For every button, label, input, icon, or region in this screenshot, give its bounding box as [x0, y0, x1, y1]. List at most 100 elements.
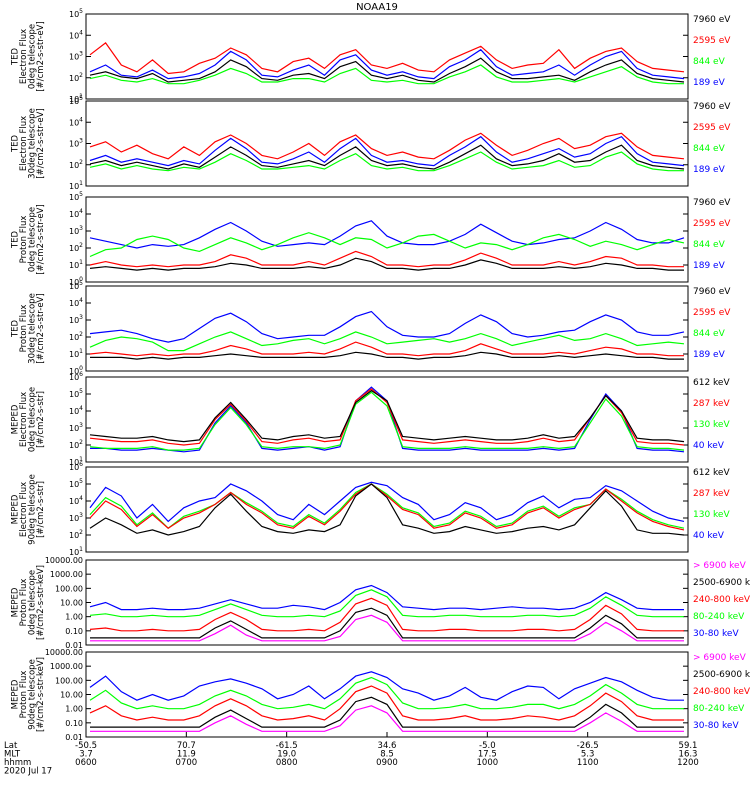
legend-entry: 7960 eV: [693, 15, 731, 25]
y-axis-label: MEPEDProton Flux0deg telescope[#/cm2-s-s…: [10, 565, 46, 640]
time-row-value: 3.7: [79, 750, 93, 760]
legend-entry: 189 eV: [693, 165, 726, 175]
series-line: [90, 705, 684, 732]
panel-3: 100 101 102 103 104 105 TEDProton Flux0deg tel…: [10, 191, 731, 287]
y-tick-label: 101: [69, 259, 83, 270]
time-row-value: 11.9: [177, 750, 196, 760]
y-tick-label: 1000.00: [50, 570, 83, 579]
date-label: 2020 Jul 17: [4, 767, 52, 777]
time-row-value: 5.3: [581, 750, 595, 760]
y-axis-label: TEDProton Flux0deg telescope[#/cm2-s-str…: [10, 204, 46, 274]
y-tick-label: 103: [69, 512, 83, 523]
legend-entry: 189 eV: [693, 261, 726, 271]
series-line: [89, 57, 685, 83]
legend-entry: 612 keV: [693, 468, 730, 478]
legend-entry: 30-80 keV: [693, 721, 739, 731]
time-row-value: -26.5: [577, 741, 599, 751]
panel-7: 0.01 0.10 1.00 10.00 100.00 1000.00 10000.00ME…: [10, 556, 750, 650]
series-line: [89, 257, 684, 271]
y-tick-label: 103: [69, 225, 83, 236]
series-line: [89, 331, 685, 352]
series-line: [89, 676, 684, 710]
legend-entry: 80-240 keV: [693, 612, 745, 622]
panel-4: 100 101 102 103 104 105 TEDProton Flux30deg te…: [10, 280, 731, 376]
series-line: [89, 310, 685, 343]
y-tick-label: 101: [69, 546, 83, 557]
series-line: [89, 388, 685, 446]
y-tick-label: 102: [69, 529, 83, 540]
y-tick-label: 100.00: [55, 676, 83, 685]
legend-entry: > 6900 keV: [693, 561, 747, 571]
y-tick-label: 104: [69, 116, 83, 127]
y-tick-label: 103: [69, 138, 83, 149]
series-line: [89, 483, 685, 536]
y-tick-label: 102: [69, 331, 83, 342]
time-row-value: 17.5: [478, 750, 497, 760]
y-tick-label: 101: [69, 93, 83, 104]
series-line: [89, 685, 684, 721]
series-line: [89, 151, 684, 172]
panels-group: 101 102 103 104 105 TEDElectron Flux0deg tele…: [10, 8, 750, 742]
panel-5: 101 102 103 104 105 106 MEPEDElectron Flux0deg…: [10, 371, 730, 467]
y-tick-label: 101: [69, 348, 83, 359]
y-tick-label: 10.00: [60, 691, 83, 700]
y-tick-label: 100: [69, 276, 83, 287]
legend-entry: 240-800 keV: [693, 687, 750, 697]
time-row-value: 0700: [176, 758, 198, 768]
y-tick-label: 104: [69, 29, 83, 40]
y-tick-label: 103: [69, 51, 83, 62]
series-line: [89, 391, 685, 451]
series-line: [89, 132, 685, 160]
legend-entry: 287 keV: [693, 489, 730, 499]
legend-entry: 130 keV: [693, 420, 730, 430]
y-tick-label: 104: [69, 495, 83, 506]
time-row-value: 0900: [376, 758, 398, 768]
legend-entry: > 6900 keV: [693, 653, 747, 663]
time-row-value: 1200: [677, 758, 699, 768]
y-axis-label: MEPEDElectron Flux0deg telescope[#/cm2-s…: [10, 387, 46, 452]
y-tick-label: 104: [69, 208, 83, 219]
series-line: [89, 389, 685, 443]
y-tick-label: 100.00: [55, 584, 83, 593]
y-axis-label: MEPEDElectron Flux90deg telescope[#/cm2-…: [10, 474, 46, 545]
series-line: [89, 48, 685, 80]
series-line: [89, 481, 685, 523]
time-row-value: -50.5: [75, 741, 97, 751]
y-tick-label: 1000.00: [50, 662, 83, 671]
legend-entry: 844 eV: [693, 240, 726, 250]
y-tick-label: 0.10: [65, 719, 83, 728]
y-tick-label: 102: [69, 159, 83, 170]
panel-frame: [85, 196, 689, 283]
y-tick-label: 0.01: [65, 733, 83, 742]
y-tick-label: 10000.00: [45, 648, 83, 657]
time-row-value: 59.1: [679, 741, 698, 751]
time-row-label: hhmm: [4, 758, 31, 768]
y-tick-label: 102: [69, 72, 83, 83]
legend-entry: 2500-6900 keV: [693, 578, 750, 588]
panel-2: 101 102 103 104 105 TEDElectron Flux30deg tel…: [10, 95, 731, 191]
legend-entry: 189 eV: [693, 350, 726, 360]
legend-entry: 2595 eV: [693, 219, 731, 229]
time-row-value: 1100: [577, 758, 599, 768]
series-line: [89, 232, 685, 258]
y-tick-label: 105: [69, 8, 83, 19]
time-row-label: MLT: [4, 750, 21, 760]
legend-entry: 612 keV: [693, 378, 730, 388]
time-row-value: 34.6: [378, 741, 397, 751]
legend-entry: 287 keV: [693, 399, 730, 409]
series-line: [89, 341, 684, 357]
y-tick-label: 104: [69, 405, 83, 416]
legend-entry: 844 eV: [693, 329, 726, 339]
legend-entry: 2595 eV: [693, 308, 731, 318]
time-row-value: 8.5: [380, 750, 394, 760]
y-tick-label: 101: [69, 180, 83, 191]
series-line: [89, 589, 684, 618]
legend-entry: 80-240 keV: [693, 704, 745, 714]
y-tick-label: 105: [69, 388, 83, 399]
legend-entry: 844 eV: [693, 144, 726, 154]
time-row-value: 70.7: [177, 741, 196, 751]
time-row-label: Lat: [4, 741, 18, 751]
y-tick-label: 103: [69, 422, 83, 433]
series-line: [90, 351, 684, 360]
time-row-value: 16.3: [679, 750, 698, 760]
